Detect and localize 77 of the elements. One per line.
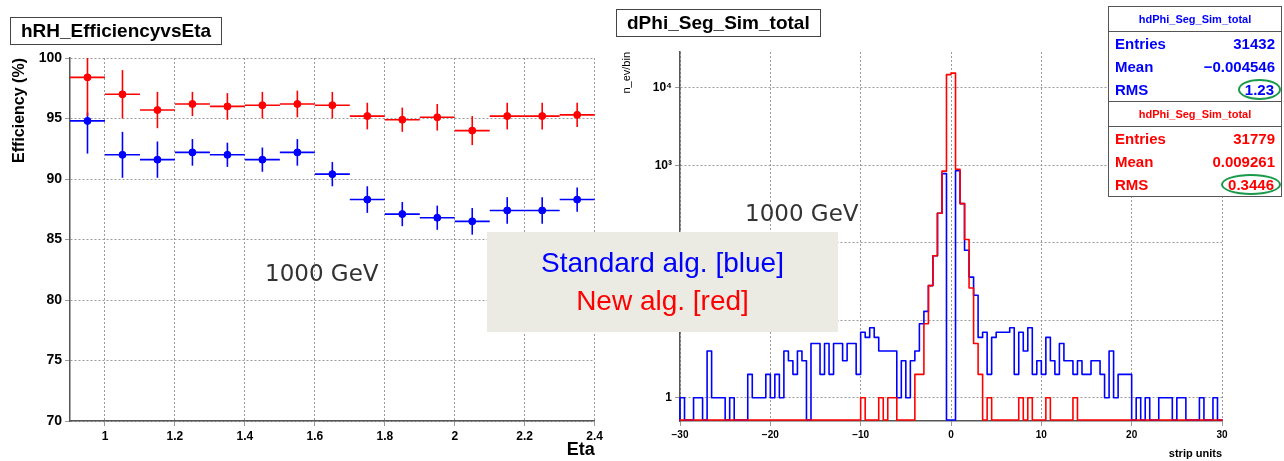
point xyxy=(188,148,197,157)
point xyxy=(503,112,512,121)
y-axis-title: Efficiency (%) xyxy=(10,58,28,163)
point xyxy=(468,217,477,226)
ellipse-outline: 1.23 xyxy=(1237,79,1281,100)
series-label: Standard alg. [blue] xyxy=(541,246,784,280)
point xyxy=(258,101,267,110)
x-tick-label: 20 xyxy=(1126,428,1138,440)
point xyxy=(433,113,442,122)
text: hdPhi_Seg_Sim_total xyxy=(1109,7,1281,32)
point xyxy=(223,150,232,159)
y-tick-label: 1 xyxy=(665,389,673,404)
point xyxy=(153,155,162,164)
y-tick-label: 75 xyxy=(46,351,63,368)
annotation: Mean xyxy=(1115,153,1154,170)
ellipse-outline: 0.3446 xyxy=(1221,174,1281,195)
y-tick-label: 90 xyxy=(46,169,63,186)
y-axis-title: n_ev/bin xyxy=(619,52,632,94)
point xyxy=(363,195,372,204)
annotation: Entries xyxy=(1115,35,1166,52)
y-tick-label: 85 xyxy=(46,230,63,247)
x-tick-label: 0 xyxy=(948,428,955,440)
point xyxy=(188,99,197,108)
point xyxy=(293,99,302,108)
annotation: 0.009261 xyxy=(1212,153,1275,170)
point xyxy=(223,102,232,111)
y-tick-label: 10⁴ xyxy=(652,80,673,95)
text: 31432 xyxy=(1233,35,1275,52)
point xyxy=(363,112,372,121)
point xyxy=(503,206,512,215)
annotation: Mean xyxy=(1115,58,1154,75)
chart-title: dPhi_Seg_Sim_total xyxy=(616,9,821,37)
y-tick-label: 100 xyxy=(38,48,63,65)
point xyxy=(538,112,547,121)
point xyxy=(258,155,267,164)
y-tick-label: 80 xyxy=(46,290,63,307)
point xyxy=(118,90,127,99)
point xyxy=(118,150,127,159)
annotation: Entries xyxy=(1115,130,1166,147)
x-tick-label: 10 xyxy=(1035,428,1048,440)
point xyxy=(83,116,92,125)
x-tick-label: 1.8 xyxy=(376,428,394,443)
x-tick-label: −30 xyxy=(671,428,689,440)
point xyxy=(468,126,477,135)
annotation: RMS xyxy=(1115,81,1149,98)
y-tick-label: 70 xyxy=(46,411,63,428)
annotation: −0.004546 xyxy=(1203,58,1275,75)
point xyxy=(398,115,407,124)
x-tick-label: −10 xyxy=(852,428,870,440)
point xyxy=(293,148,302,157)
chart-title: hRH_EfficiencyvsEta xyxy=(10,17,223,45)
annotation: hdPhi_Seg_Sim_total xyxy=(1109,102,1281,127)
annotation: 1000 GeV xyxy=(745,200,859,226)
annotation: 1000 GeV xyxy=(265,260,379,286)
annotation: RMS xyxy=(1115,176,1149,193)
x-tick-label: 1.6 xyxy=(306,428,324,443)
x-tick-label: −20 xyxy=(761,428,780,440)
text: 31779 xyxy=(1233,130,1275,147)
point xyxy=(328,101,337,110)
point xyxy=(433,213,442,222)
y-tick-label: 10³ xyxy=(654,157,672,172)
point xyxy=(83,73,92,82)
x-tick-label: 1.4 xyxy=(236,428,254,443)
x-tick-label: 2.2 xyxy=(516,428,534,443)
legend-panel: Standard alg. [blue] New alg. [red] xyxy=(487,232,838,332)
x-tick-label: 1.2 xyxy=(166,428,184,443)
y-tick-label: 95 xyxy=(46,109,63,126)
point xyxy=(153,106,162,115)
x-tick-label: 2 xyxy=(451,428,459,443)
point xyxy=(328,170,337,179)
x-tick-label: 1 xyxy=(101,428,109,443)
point xyxy=(573,110,582,119)
point xyxy=(398,210,407,219)
x-axis-title: strip units xyxy=(1168,447,1222,460)
point xyxy=(538,206,547,215)
x-tick-label: 30 xyxy=(1216,428,1228,440)
point xyxy=(573,195,582,204)
